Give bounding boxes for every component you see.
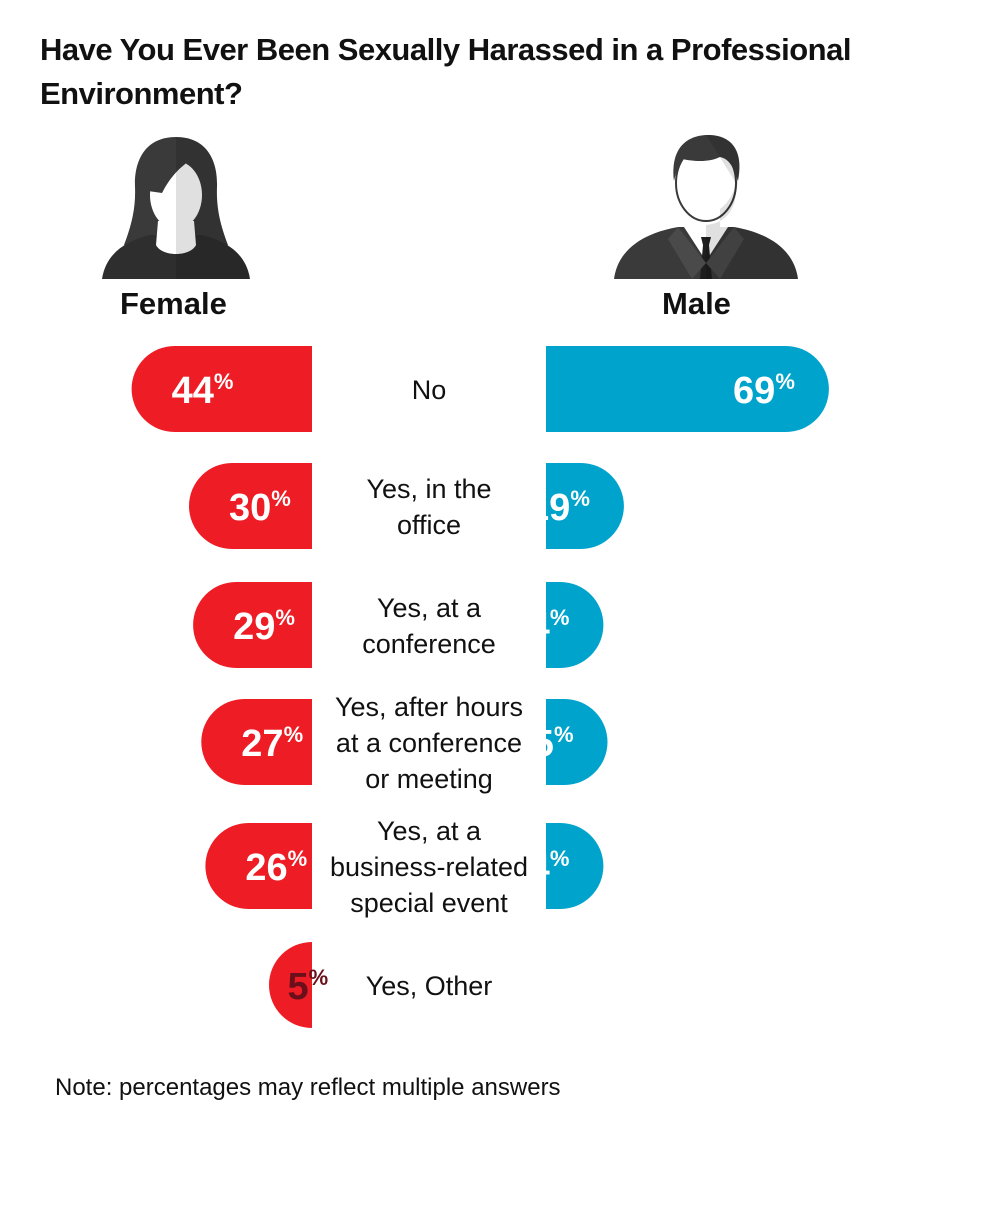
value-label-female: 5% <box>288 965 329 1008</box>
category-label: Yes, at a business-related special event <box>330 816 528 918</box>
value-label-male: 69% <box>733 369 795 412</box>
bar-male <box>546 463 624 549</box>
woman-silhouette-icon <box>102 137 250 279</box>
bar-female <box>205 823 312 909</box>
bar-female <box>189 463 312 549</box>
category-label: No <box>412 375 447 405</box>
value-label-male: 15% <box>512 722 574 765</box>
legend-male: Male <box>662 286 731 321</box>
bar-female <box>269 942 312 1028</box>
value-label-female: 29% <box>233 605 295 648</box>
category-label: Yes, Other <box>366 971 493 1001</box>
category-label: Yes, in the office <box>366 474 491 540</box>
bar-male <box>546 823 604 909</box>
category-label: Yes, at a conference <box>362 593 496 659</box>
value-label-male: 14% <box>508 605 570 648</box>
bar-male <box>546 699 608 785</box>
footnote: Note: percentages may reflect multiple a… <box>55 1074 561 1101</box>
value-label-female: 27% <box>241 722 303 765</box>
legend-female: Female <box>120 286 227 321</box>
man-in-suit-icon <box>614 135 798 279</box>
value-label-male: 14% <box>508 846 570 889</box>
bar-male <box>546 346 829 432</box>
value-label-female: 30% <box>229 486 291 529</box>
category-band <box>312 344 546 1030</box>
category-label: Yes, after hours at a conference or meetin… <box>335 692 523 794</box>
bar-female <box>193 582 312 668</box>
value-label-male: 19% <box>528 486 590 529</box>
value-label-female: 44% <box>172 369 234 412</box>
value-label-female: 26% <box>245 846 307 889</box>
bar-male <box>546 582 604 668</box>
bar-female <box>201 699 312 785</box>
bar-female <box>131 346 312 432</box>
chart-title: Have You Ever Been Sexually Harassed in … <box>40 32 851 111</box>
